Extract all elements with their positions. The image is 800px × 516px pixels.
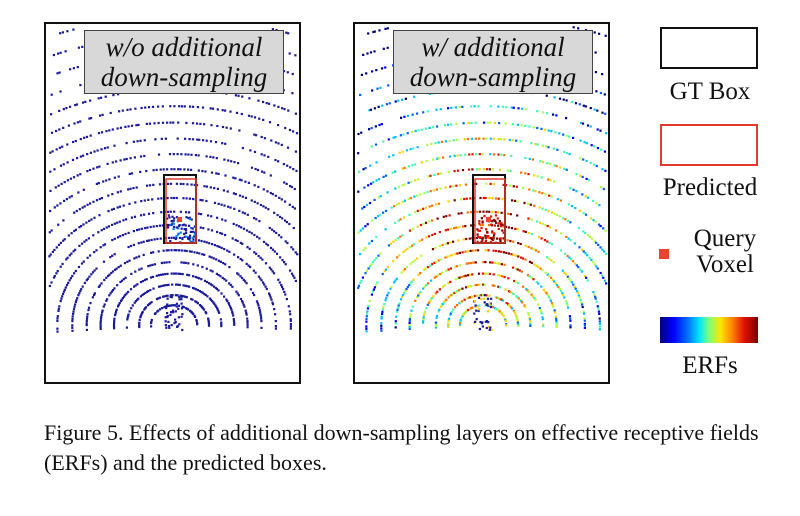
panel-label-line1: w/o additional xyxy=(105,32,263,62)
legend-query-line2: Voxel xyxy=(696,251,754,278)
query-voxel xyxy=(177,217,182,222)
panel-label: w/o additional down-sampling xyxy=(84,30,284,94)
legend-query-voxel-label: Query Voxel xyxy=(680,226,770,278)
legend-predicted-label: Predicted xyxy=(662,174,758,201)
legend-query-voxel-swatch xyxy=(659,249,669,259)
panel-label-line2: down-sampling xyxy=(409,62,577,92)
legend-predicted-box-swatch xyxy=(660,124,758,166)
legend-query-line1: Query xyxy=(693,225,757,252)
legend-gt-box-swatch xyxy=(660,27,758,69)
lidar-erf-panel-without-downsampling: w/o additional down-sampling xyxy=(44,22,301,384)
point-cloud-rings xyxy=(48,28,299,333)
predicted-box xyxy=(165,178,197,244)
legend-erf-label: ERFs xyxy=(682,352,738,379)
gt-box xyxy=(472,174,506,244)
query-voxel xyxy=(486,217,491,222)
panel-label-line1: w/ additional xyxy=(421,32,565,62)
legend-gt-box-label: GT Box xyxy=(669,78,751,105)
lidar-point-cloud-plot xyxy=(48,28,299,333)
lidar-point-cloud-plot xyxy=(357,26,608,333)
predicted-box xyxy=(474,178,506,244)
panel-label-line2: down-sampling xyxy=(100,62,268,92)
panel-label: w/ additional down-sampling xyxy=(393,30,593,94)
point-cloud-rings xyxy=(357,26,608,333)
figure-caption: Figure 5. Effects of additional down-sam… xyxy=(44,420,759,475)
lidar-erf-panel-with-downsampling: w/ additional down-sampling xyxy=(353,22,610,384)
legend-erf-colorbar xyxy=(660,317,758,343)
